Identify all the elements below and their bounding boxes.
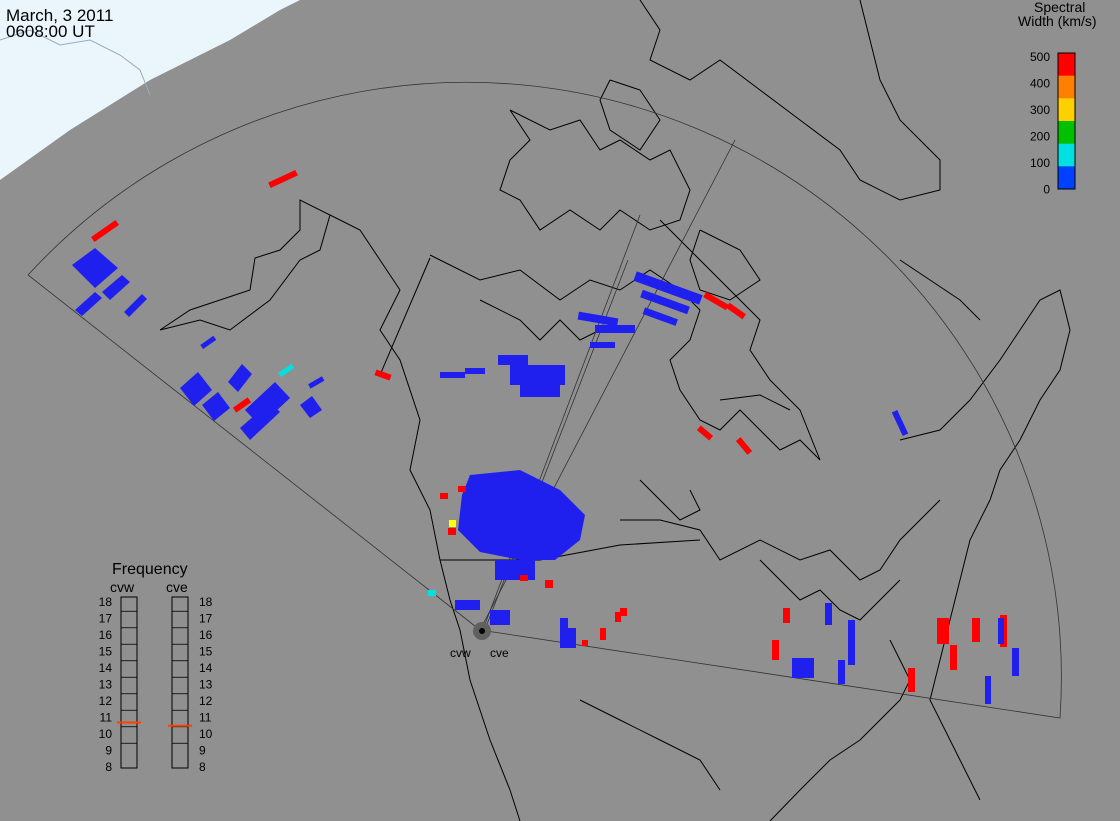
colorbar-title-line1: Spectral xyxy=(1034,0,1085,15)
frequency-column xyxy=(171,596,189,769)
colorbar-band xyxy=(1058,75,1075,99)
coastlines xyxy=(159,0,1071,821)
site-label-east: cve xyxy=(490,646,509,660)
frequency-level-label: 9 xyxy=(105,744,112,758)
echo-cluster-alaska xyxy=(72,248,325,440)
frequency-level-label: 8 xyxy=(105,760,112,774)
frequency-level-label: 15 xyxy=(199,645,213,659)
frequency-label-cve: cve xyxy=(166,579,188,595)
frequency-level-label: 8 xyxy=(199,760,206,774)
frequency-panel: Frequency cvw cve 18 18 17 17 16 16 15 15 14 14 13… xyxy=(99,561,213,774)
frequency-label-cvw: cvw xyxy=(110,579,135,595)
echo-cluster-central-red xyxy=(696,291,753,455)
frequency-level-label: 18 xyxy=(199,595,213,609)
frequency-level-label: 17 xyxy=(199,612,213,626)
colorbar-tick-label: 200 xyxy=(1030,130,1050,144)
frequency-level-label: 14 xyxy=(199,661,213,675)
date-label: March, 3 2011 xyxy=(6,6,114,25)
colorbar-tick-label: 100 xyxy=(1030,156,1050,170)
colorbar-tick-label: 300 xyxy=(1030,103,1050,117)
frequency-level-label: 17 xyxy=(99,612,113,626)
colorbar-band xyxy=(1058,166,1075,190)
frequency-level-label: 12 xyxy=(199,694,213,708)
frequency-column xyxy=(120,596,138,769)
time-label: 0608:00 UT xyxy=(6,22,95,41)
echo-cluster-alaska-red xyxy=(90,169,392,413)
colorbar-tick-label: 400 xyxy=(1030,77,1050,91)
frequency-level-label: 18 xyxy=(99,595,113,609)
colorbar-title-line2: Width (km/s) xyxy=(1018,13,1097,29)
header: March, 3 2011 0608:00 UT xyxy=(6,6,114,41)
echo-cluster-central xyxy=(440,271,703,397)
frequency-level-label: 14 xyxy=(99,661,113,675)
frequency-level-label: 9 xyxy=(199,744,206,758)
frequency-level-label: 13 xyxy=(99,678,113,692)
frequency-level-label: 11 xyxy=(100,711,113,725)
colorbar-tick-label: 500 xyxy=(1030,50,1050,64)
arctic-ice-region xyxy=(0,0,300,180)
colorbar-frame xyxy=(1057,52,1076,190)
colorbar-gradient xyxy=(1058,53,1075,190)
colorbar-band xyxy=(1058,98,1075,122)
echo-cluster-main-red xyxy=(440,486,627,646)
frequency-level-label: 16 xyxy=(199,628,213,642)
frequency-level-label: 10 xyxy=(99,727,113,741)
frequency-level-label: 11 xyxy=(199,711,212,725)
echo-cluster-main xyxy=(455,470,585,648)
colorbar-ticks: 500 400 300 200 100 0 xyxy=(1030,50,1050,197)
colorbar-band xyxy=(1058,121,1075,145)
frequency-level-label: 13 xyxy=(199,678,213,692)
echo-cyan-alaska xyxy=(278,363,295,378)
frequency-level-label: 16 xyxy=(99,628,113,642)
radar-echoes xyxy=(72,169,1019,704)
frequency-title: Frequency xyxy=(112,561,188,578)
colorbar-band xyxy=(1058,143,1075,167)
echo-cluster-east xyxy=(772,409,1019,704)
colorbar-tick-label: 0 xyxy=(1043,183,1050,197)
ice-coastline xyxy=(0,29,151,96)
radar-site-center xyxy=(479,628,485,634)
radar-fov-sector xyxy=(27,81,1062,719)
frequency-level-label: 15 xyxy=(99,645,113,659)
frequency-level-label: 10 xyxy=(199,727,213,741)
echo-cyan-main xyxy=(428,590,436,596)
frequency-grid: 18 18 17 17 16 16 15 15 14 14 13 13 12 12 11 11 10 10 9 9 8 8 xyxy=(99,595,213,774)
echo-yellow xyxy=(449,520,456,527)
colorbar: Spectral Width (km/s) 500 400 300 200 100 0 xyxy=(1018,0,1097,197)
colorbar-band xyxy=(1058,53,1075,77)
site-label-west: cvw xyxy=(450,646,471,660)
frequency-level-label: 12 xyxy=(99,694,113,708)
